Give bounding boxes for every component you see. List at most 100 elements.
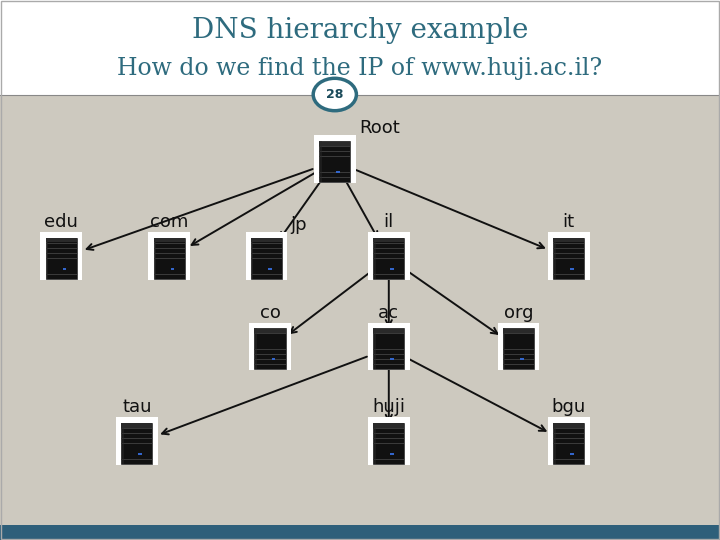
- FancyBboxPatch shape: [373, 253, 405, 254]
- FancyBboxPatch shape: [373, 438, 405, 439]
- Text: bgu: bgu: [552, 399, 586, 416]
- FancyBboxPatch shape: [503, 328, 534, 369]
- FancyBboxPatch shape: [373, 423, 376, 464]
- FancyBboxPatch shape: [271, 358, 275, 360]
- FancyBboxPatch shape: [373, 238, 376, 279]
- FancyBboxPatch shape: [553, 248, 585, 249]
- FancyBboxPatch shape: [553, 238, 556, 279]
- FancyBboxPatch shape: [498, 322, 539, 370]
- FancyBboxPatch shape: [251, 238, 282, 242]
- FancyBboxPatch shape: [553, 423, 556, 464]
- FancyBboxPatch shape: [368, 232, 410, 280]
- FancyBboxPatch shape: [373, 238, 405, 239]
- FancyBboxPatch shape: [0, 525, 720, 540]
- FancyBboxPatch shape: [373, 454, 405, 455]
- FancyBboxPatch shape: [503, 328, 505, 369]
- FancyBboxPatch shape: [503, 329, 534, 333]
- FancyBboxPatch shape: [116, 417, 158, 465]
- FancyBboxPatch shape: [373, 459, 405, 460]
- FancyBboxPatch shape: [121, 428, 153, 429]
- FancyBboxPatch shape: [319, 151, 351, 152]
- FancyBboxPatch shape: [553, 459, 585, 460]
- FancyBboxPatch shape: [503, 328, 534, 329]
- Circle shape: [313, 78, 356, 111]
- FancyBboxPatch shape: [314, 136, 356, 183]
- FancyBboxPatch shape: [153, 253, 185, 254]
- FancyBboxPatch shape: [390, 453, 394, 455]
- FancyBboxPatch shape: [246, 232, 287, 280]
- FancyBboxPatch shape: [121, 459, 153, 460]
- FancyBboxPatch shape: [153, 238, 156, 279]
- FancyBboxPatch shape: [63, 268, 66, 269]
- FancyBboxPatch shape: [251, 243, 282, 244]
- FancyBboxPatch shape: [254, 328, 286, 369]
- FancyBboxPatch shape: [553, 423, 585, 424]
- FancyBboxPatch shape: [520, 358, 523, 360]
- FancyBboxPatch shape: [121, 443, 153, 444]
- FancyBboxPatch shape: [373, 243, 405, 244]
- FancyBboxPatch shape: [121, 438, 153, 439]
- FancyBboxPatch shape: [553, 433, 585, 434]
- FancyBboxPatch shape: [373, 354, 405, 355]
- FancyBboxPatch shape: [373, 328, 376, 369]
- FancyBboxPatch shape: [251, 248, 282, 249]
- FancyBboxPatch shape: [254, 333, 286, 334]
- FancyBboxPatch shape: [373, 364, 405, 365]
- Text: DNS hierarchy example: DNS hierarchy example: [192, 17, 528, 44]
- FancyBboxPatch shape: [121, 454, 153, 455]
- FancyBboxPatch shape: [373, 433, 405, 434]
- FancyBboxPatch shape: [254, 328, 257, 369]
- FancyBboxPatch shape: [121, 423, 153, 428]
- Text: il: il: [384, 213, 394, 231]
- FancyBboxPatch shape: [553, 423, 585, 464]
- FancyBboxPatch shape: [553, 423, 585, 428]
- FancyBboxPatch shape: [336, 171, 340, 173]
- FancyBboxPatch shape: [373, 359, 405, 360]
- FancyBboxPatch shape: [254, 359, 286, 360]
- FancyBboxPatch shape: [319, 172, 351, 173]
- FancyBboxPatch shape: [45, 248, 77, 249]
- Text: edu: edu: [44, 213, 78, 231]
- FancyBboxPatch shape: [373, 423, 405, 424]
- Text: tau: tau: [122, 399, 151, 416]
- FancyBboxPatch shape: [153, 248, 185, 249]
- FancyBboxPatch shape: [45, 253, 77, 254]
- Text: 28: 28: [326, 88, 343, 101]
- FancyBboxPatch shape: [390, 268, 394, 269]
- FancyBboxPatch shape: [45, 243, 77, 244]
- FancyBboxPatch shape: [390, 358, 394, 360]
- FancyBboxPatch shape: [373, 423, 405, 464]
- Text: Root: Root: [359, 119, 400, 138]
- FancyBboxPatch shape: [503, 343, 534, 345]
- FancyBboxPatch shape: [373, 428, 405, 429]
- FancyBboxPatch shape: [148, 232, 190, 280]
- FancyBboxPatch shape: [0, 0, 720, 94]
- Text: huji: huji: [372, 399, 405, 416]
- FancyBboxPatch shape: [373, 328, 405, 329]
- FancyBboxPatch shape: [373, 328, 405, 369]
- FancyBboxPatch shape: [553, 243, 585, 244]
- FancyBboxPatch shape: [249, 322, 291, 370]
- FancyBboxPatch shape: [373, 238, 405, 242]
- Text: jp: jp: [291, 217, 307, 234]
- FancyBboxPatch shape: [553, 238, 585, 242]
- FancyBboxPatch shape: [45, 238, 77, 242]
- FancyBboxPatch shape: [373, 248, 405, 249]
- FancyBboxPatch shape: [251, 238, 282, 279]
- FancyBboxPatch shape: [553, 454, 585, 455]
- Text: it: it: [563, 213, 575, 231]
- FancyBboxPatch shape: [553, 438, 585, 439]
- FancyBboxPatch shape: [553, 253, 585, 254]
- FancyBboxPatch shape: [553, 443, 585, 444]
- FancyBboxPatch shape: [503, 333, 534, 334]
- FancyBboxPatch shape: [319, 161, 351, 163]
- FancyBboxPatch shape: [45, 238, 77, 279]
- FancyBboxPatch shape: [251, 253, 282, 254]
- Text: com: com: [150, 213, 189, 231]
- FancyBboxPatch shape: [254, 364, 286, 365]
- FancyBboxPatch shape: [570, 453, 574, 455]
- FancyBboxPatch shape: [319, 146, 351, 147]
- Text: org: org: [504, 303, 533, 322]
- FancyBboxPatch shape: [570, 268, 574, 269]
- FancyBboxPatch shape: [138, 453, 142, 455]
